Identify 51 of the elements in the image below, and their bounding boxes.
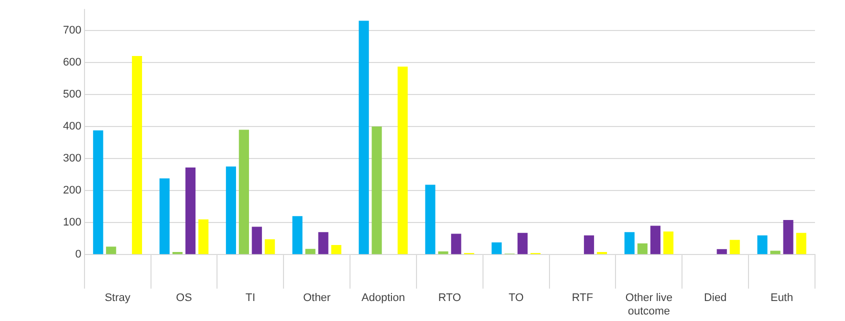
bar xyxy=(292,216,302,254)
x-tick-label: RTO xyxy=(438,292,462,304)
y-tick-label: 700 xyxy=(62,24,82,36)
bar xyxy=(318,232,328,254)
bar xyxy=(716,249,727,254)
bar xyxy=(358,20,369,254)
x-tick-label: Died xyxy=(704,292,727,304)
bar xyxy=(796,232,806,254)
bar xyxy=(730,240,740,254)
y-tick-label: 100 xyxy=(62,216,82,229)
y-tick-label: 400 xyxy=(62,120,82,133)
x-tick-label: Stray xyxy=(104,292,131,304)
bar xyxy=(372,126,382,254)
x-tick-label: TI xyxy=(246,292,256,304)
bar xyxy=(198,219,208,254)
y-tick-label: 200 xyxy=(62,184,82,197)
y-tick-label: 0 xyxy=(75,248,82,261)
bar xyxy=(624,232,635,254)
bar xyxy=(783,220,794,254)
bar xyxy=(264,239,275,254)
bar xyxy=(650,226,660,254)
bar xyxy=(425,184,436,254)
bar xyxy=(160,178,170,254)
bar xyxy=(637,243,648,254)
bar xyxy=(106,246,116,254)
x-tick-label: RTF xyxy=(572,292,594,304)
bar xyxy=(438,251,448,254)
bar xyxy=(518,232,528,254)
bar xyxy=(492,242,502,254)
y-tick-label: 500 xyxy=(62,88,82,100)
bar xyxy=(305,248,316,254)
bar xyxy=(757,235,768,254)
bar xyxy=(238,130,249,254)
bar xyxy=(185,167,196,254)
x-tick-label: OS xyxy=(176,292,192,304)
bar xyxy=(93,130,104,254)
x-tick-label: TO xyxy=(508,292,524,304)
x-tick-label: Adoption xyxy=(362,292,405,304)
bar xyxy=(398,66,408,254)
x-tick-label: Other xyxy=(303,292,331,304)
x-tick-label: Other live outcome xyxy=(625,292,672,318)
y-tick-label: 300 xyxy=(62,152,82,165)
bar xyxy=(226,166,236,254)
bar xyxy=(584,235,594,254)
y-tick-label: 600 xyxy=(62,56,82,68)
bar xyxy=(252,226,262,254)
x-tick-label: Euth xyxy=(770,292,794,304)
bar xyxy=(663,232,674,254)
bar xyxy=(331,244,342,254)
bar xyxy=(132,56,142,254)
bar xyxy=(451,234,462,254)
